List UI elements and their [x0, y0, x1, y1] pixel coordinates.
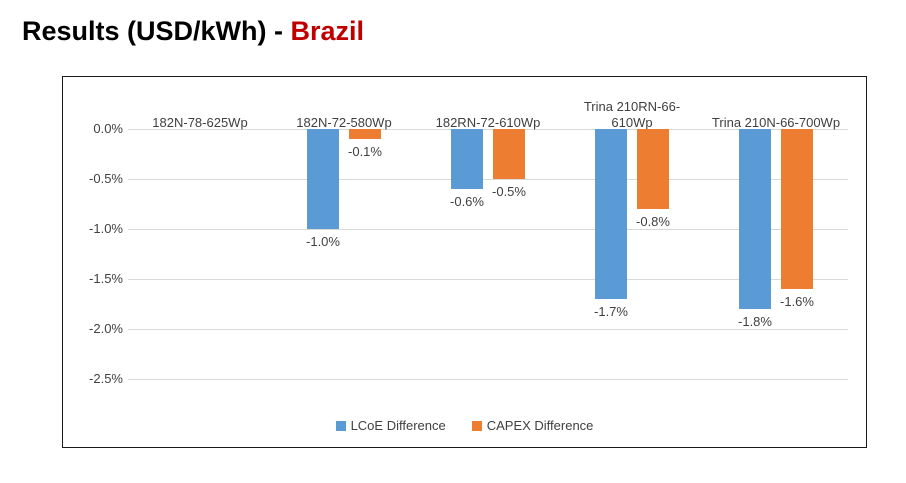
legend-label-capex: CAPEX Difference [486, 418, 594, 433]
y-axis-tick-label: -2.0% [89, 321, 123, 336]
gridline [128, 179, 848, 180]
lcoe-bar [307, 129, 339, 229]
gridline [128, 379, 848, 380]
y-axis-tick-label: -1.5% [89, 271, 123, 286]
lcoe-bar [739, 129, 771, 309]
data-label: -0.8% [636, 214, 670, 229]
lcoe-bar [451, 129, 483, 189]
y-axis-tick-label: -1.0% [89, 221, 123, 236]
capex-bar [781, 129, 813, 289]
data-label: -1.7% [594, 304, 628, 319]
capex-bar [349, 129, 381, 139]
y-axis-tick-label: -0.5% [89, 171, 123, 186]
lcoe-bar [595, 129, 627, 299]
category-label: Trina 210N-66-700Wp [711, 115, 841, 130]
bar-chart: 0.0% -0.5% -1.0% -1.5% -2.0% -2.5% 182N-78-625… [62, 76, 867, 448]
category-label: 182N-72-580Wp [296, 115, 392, 130]
capex-bar [637, 129, 669, 209]
data-label: -1.6% [780, 294, 814, 309]
data-label: -0.1% [348, 144, 382, 159]
category-label: Trina 210RN-66-610Wp [583, 99, 681, 130]
data-label: -1.8% [738, 314, 772, 329]
page-title-text: Results (USD/kWh) - [22, 16, 291, 46]
gridline [128, 229, 848, 230]
legend-item-lcoe: LCoE Difference [335, 418, 446, 433]
legend-label-lcoe: LCoE Difference [350, 418, 446, 433]
lcoe-series-swatch-icon [335, 420, 346, 431]
gridline [128, 279, 848, 280]
category-label: 182RN-72-610Wp [435, 115, 541, 130]
chart-legend: LCoE Difference CAPEX Difference [63, 418, 866, 433]
y-axis-tick-label: -2.5% [89, 371, 123, 386]
data-label: -1.0% [306, 234, 340, 249]
data-label: -0.6% [450, 194, 484, 209]
gridline [128, 329, 848, 330]
category-label: 182N-78-625Wp [152, 115, 248, 130]
page-title: Results (USD/kWh) - Brazil [22, 16, 364, 47]
legend-item-capex: CAPEX Difference [471, 418, 594, 433]
y-axis-tick-label: 0.0% [93, 121, 123, 136]
capex-series-swatch-icon [471, 420, 482, 431]
data-label: -0.5% [492, 184, 526, 199]
page-title-highlight: Brazil [290, 16, 365, 46]
gridline [128, 129, 848, 130]
capex-bar [493, 129, 525, 179]
